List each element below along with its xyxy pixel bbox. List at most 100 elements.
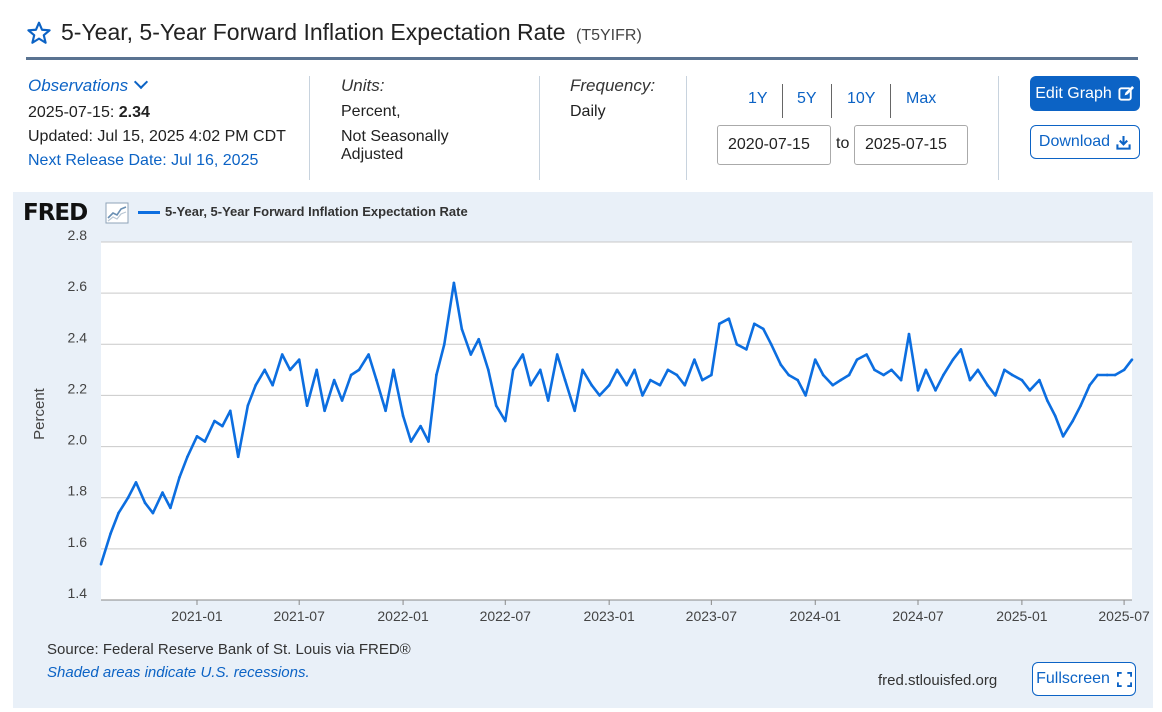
data-point bbox=[581, 368, 584, 372]
data-point bbox=[460, 327, 464, 331]
frequency-label: Frequency: bbox=[570, 76, 656, 95]
frequency-column: Frequency: Daily bbox=[570, 74, 655, 124]
data-point bbox=[986, 383, 989, 387]
data-point bbox=[1003, 368, 1006, 372]
data-point bbox=[625, 383, 628, 387]
data-point bbox=[1071, 419, 1075, 423]
data-point bbox=[109, 532, 112, 535]
range-10y-button[interactable]: 10Y bbox=[847, 90, 876, 107]
data-point bbox=[503, 419, 507, 423]
x-tick-label: 2025-01 bbox=[996, 608, 1048, 624]
data-point bbox=[401, 414, 405, 418]
range-5y-button[interactable]: 5Y bbox=[797, 90, 817, 107]
frequency-value: Daily bbox=[570, 103, 606, 120]
data-point bbox=[487, 368, 490, 372]
data-point bbox=[590, 383, 593, 387]
range-divider bbox=[782, 84, 783, 118]
data-point bbox=[323, 409, 326, 413]
data-point bbox=[873, 368, 876, 372]
data-point bbox=[1088, 383, 1091, 387]
data-point bbox=[409, 440, 413, 443]
units-line-1: Percent, bbox=[341, 103, 401, 120]
y-tick-label: 2.0 bbox=[68, 432, 88, 448]
fullscreen-button[interactable]: Fullscreen bbox=[1032, 662, 1136, 696]
divider bbox=[309, 76, 310, 180]
data-point bbox=[419, 424, 422, 428]
recession-note: Shaded areas indicate U.S. recessions. bbox=[47, 664, 310, 681]
edit-graph-label: Edit Graph bbox=[1035, 84, 1112, 102]
observations-toggle[interactable]: Observations bbox=[28, 74, 286, 99]
data-point bbox=[693, 358, 696, 361]
fred-logo: FRED bbox=[23, 200, 88, 226]
data-point bbox=[1020, 378, 1024, 382]
plot-area bbox=[101, 242, 1132, 600]
data-point bbox=[701, 378, 704, 382]
data-point bbox=[769, 342, 773, 346]
data-point bbox=[263, 368, 267, 372]
data-point bbox=[633, 368, 636, 372]
data-point bbox=[942, 373, 945, 377]
x-tick-label: 2022-07 bbox=[480, 608, 532, 624]
data-point bbox=[796, 378, 800, 382]
data-point bbox=[934, 389, 937, 392]
download-button[interactable]: Download bbox=[1030, 125, 1140, 159]
source-note: Source: Federal Reserve Bank of St. Loui… bbox=[47, 641, 411, 658]
star-outline-icon[interactable] bbox=[26, 20, 52, 46]
series-title-bar: 5-Year, 5-Year Forward Inflation Expecta… bbox=[26, 18, 1138, 60]
data-point bbox=[1122, 368, 1126, 372]
data-point bbox=[994, 394, 997, 397]
data-point bbox=[195, 435, 199, 438]
data-point bbox=[1096, 373, 1099, 377]
data-point bbox=[968, 378, 972, 382]
range-1y-button[interactable]: 1Y bbox=[748, 90, 768, 107]
data-point bbox=[573, 409, 577, 413]
edit-graph-button[interactable]: Edit Graph bbox=[1030, 76, 1140, 111]
data-point bbox=[847, 373, 851, 377]
end-date-input[interactable] bbox=[854, 125, 968, 165]
data-point bbox=[469, 353, 473, 356]
observations-column: Observations 2025-07-15: 2.34 Updated: J… bbox=[28, 74, 286, 173]
data-point bbox=[332, 378, 336, 382]
start-date-input[interactable] bbox=[717, 125, 831, 165]
data-point bbox=[907, 332, 911, 336]
legend-label: 5-Year, 5-Year Forward Inflation Expecta… bbox=[165, 204, 468, 219]
x-tick-label: 2024-01 bbox=[790, 608, 842, 624]
data-point bbox=[865, 353, 868, 356]
data-point bbox=[392, 368, 395, 372]
range-max-button[interactable]: Max bbox=[906, 90, 937, 107]
y-tick-label: 2.8 bbox=[68, 227, 88, 243]
data-point bbox=[349, 373, 353, 377]
data-point bbox=[899, 378, 903, 382]
data-point bbox=[745, 348, 748, 351]
data-point bbox=[959, 348, 963, 351]
data-point bbox=[384, 409, 387, 413]
data-point bbox=[855, 358, 859, 361]
data-point bbox=[1053, 414, 1057, 418]
data-point bbox=[916, 389, 920, 392]
latest-observation: 2025-07-15: 2.34 bbox=[28, 101, 286, 125]
data-point bbox=[779, 363, 783, 367]
data-point bbox=[727, 317, 731, 321]
data-point bbox=[924, 368, 928, 372]
data-point bbox=[1046, 399, 1049, 402]
download-icon bbox=[1116, 135, 1131, 150]
data-point bbox=[213, 419, 216, 423]
series-metadata: Observations 2025-07-15: 2.34 Updated: J… bbox=[0, 72, 1162, 180]
data-point bbox=[683, 383, 687, 387]
data-point bbox=[717, 322, 721, 326]
next-release-link[interactable]: Next Release Date: Jul 16, 2025 bbox=[28, 152, 259, 169]
data-point bbox=[666, 368, 670, 372]
divider bbox=[998, 76, 999, 180]
data-point bbox=[787, 373, 791, 377]
data-point bbox=[340, 399, 344, 402]
data-point bbox=[1038, 378, 1041, 382]
data-point bbox=[882, 373, 885, 377]
data-point bbox=[427, 440, 430, 443]
data-point bbox=[254, 383, 258, 387]
line-chart[interactable]: 1.4 1.6 1.8 2.0 2.2 2.4 2.6 2.8 2021-01 2021-07 2… bbox=[13, 192, 1153, 632]
data-point bbox=[890, 368, 893, 372]
units-label: Units: bbox=[341, 76, 385, 95]
x-tick-label: 2022-01 bbox=[377, 608, 429, 624]
x-tick-label: 2023-01 bbox=[583, 608, 635, 624]
data-point bbox=[1061, 435, 1065, 438]
